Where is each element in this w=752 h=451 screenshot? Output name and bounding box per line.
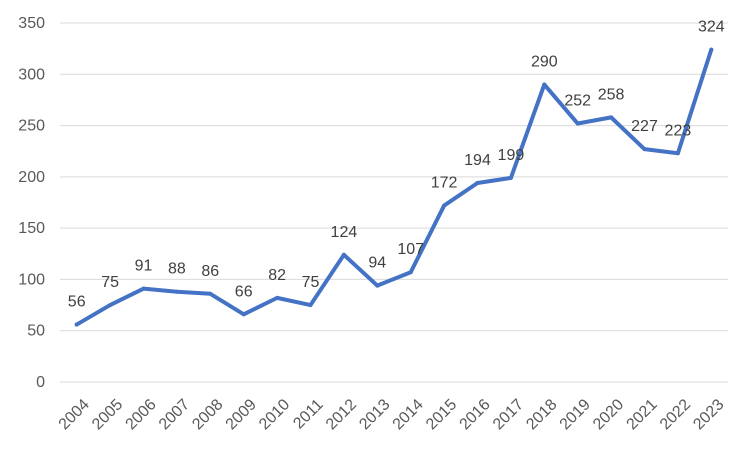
data-point: [275, 295, 280, 300]
data-point: [442, 203, 447, 208]
x-tick-label: 2009: [223, 396, 260, 433]
data-label: 199: [498, 147, 525, 164]
x-tick-label: 2013: [356, 396, 393, 433]
data-label: 66: [235, 283, 253, 300]
data-point: [609, 115, 614, 120]
y-tick-label: 200: [18, 169, 45, 186]
data-point: [74, 322, 79, 327]
x-tick-label: 2008: [189, 396, 226, 433]
x-tick-label: 2022: [657, 396, 694, 433]
data-point: [341, 252, 346, 257]
x-tick-label: 2005: [89, 396, 126, 433]
y-tick-label: 300: [18, 66, 45, 83]
x-tick-label: 2011: [290, 396, 326, 432]
x-tick-label: 2010: [256, 396, 293, 433]
data-label: 172: [431, 175, 458, 192]
data-point: [108, 303, 113, 308]
data-point: [141, 286, 146, 291]
data-point: [241, 312, 246, 317]
series-line: [74, 47, 714, 327]
data-point: [508, 175, 513, 180]
x-tick-label: 2017: [490, 396, 527, 433]
data-label: 252: [564, 93, 591, 110]
y-tick-label: 50: [27, 323, 45, 340]
data-label: 56: [68, 294, 86, 311]
data-point: [575, 121, 580, 126]
data-point: [174, 289, 179, 294]
x-tick-label: 2019: [557, 396, 594, 433]
y-tick-label: 100: [18, 271, 45, 288]
data-point: [208, 291, 213, 296]
data-point: [709, 47, 714, 52]
data-point: [308, 303, 313, 308]
x-tick-label: 2020: [590, 396, 627, 433]
x-tick-label: 2004: [56, 396, 93, 433]
x-tick-label: 2023: [690, 396, 727, 433]
y-tick-label: 150: [18, 220, 45, 237]
y-tick-label: 250: [18, 118, 45, 135]
gridlines: [60, 22, 728, 383]
data-label: 91: [135, 258, 153, 275]
data-point: [542, 82, 547, 87]
y-tick-label: 0: [36, 374, 45, 391]
series: [74, 47, 714, 327]
y-tick-label: 350: [18, 15, 45, 32]
data-label: 86: [201, 263, 219, 280]
data-point: [475, 181, 480, 186]
y-axis: 0 50 100 150 200 250 300 350: [18, 15, 45, 391]
x-tick-label: 2018: [523, 396, 560, 433]
data-labels: 56 75 91 88 86 66 82 75 124 94 107 172 194 199 290 252 2…: [68, 19, 725, 311]
data-point: [642, 147, 647, 152]
x-axis: 2004200520062007200820092010201120122013…: [56, 396, 728, 433]
data-label: 88: [168, 261, 186, 278]
data-label: 258: [598, 86, 625, 103]
data-label: 82: [268, 267, 286, 284]
data-label: 75: [101, 274, 119, 291]
data-label: 94: [368, 255, 386, 272]
data-label: 227: [631, 118, 658, 135]
x-tick-label: 2015: [423, 396, 460, 433]
x-tick-label: 2012: [323, 396, 360, 433]
x-tick-label: 2007: [156, 396, 193, 433]
x-tick-label: 2006: [122, 396, 159, 433]
data-label: 324: [698, 19, 725, 36]
x-tick-label: 2016: [456, 396, 493, 433]
data-label: 290: [531, 54, 558, 71]
data-label: 75: [302, 274, 320, 291]
data-label: 124: [331, 224, 358, 241]
data-point: [675, 151, 680, 156]
x-tick-label: 2014: [390, 396, 427, 433]
data-label: 194: [464, 152, 491, 169]
data-label: 107: [397, 241, 424, 258]
data-point: [375, 283, 380, 288]
data-label: 223: [665, 122, 692, 139]
x-tick-label: 2021: [623, 396, 660, 433]
data-point: [408, 270, 413, 275]
